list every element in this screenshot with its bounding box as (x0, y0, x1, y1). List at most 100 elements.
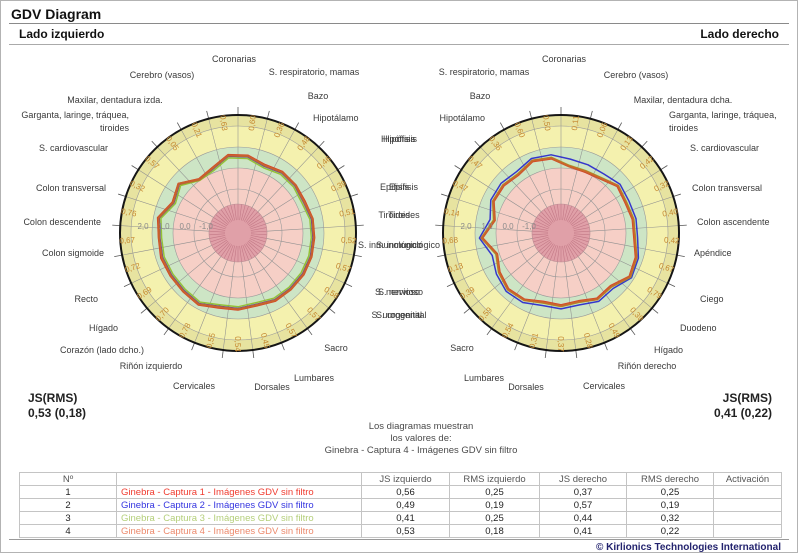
capture-value-cell: 0,44 (539, 511, 627, 525)
disc-hatch (536, 239, 551, 249)
capture-row-4[interactable]: 4 Ginebra - Captura 4 - Imágenes GDV sin … (19, 524, 782, 538)
disc-hatch (573, 235, 590, 239)
disc-hatch (570, 214, 584, 225)
sector-label: Hígado (654, 345, 683, 355)
capture-value-cell: 3 (19, 511, 117, 525)
sector-label: S. urogenital (371, 310, 422, 320)
disc-hatch (532, 235, 549, 239)
disc-hatch (538, 241, 552, 252)
sector-label: Sacro (450, 343, 474, 353)
sector-tick (454, 165, 462, 171)
sector-label: S. cardiovascular (39, 143, 108, 153)
sector-tick (660, 165, 668, 171)
capture-value-cell: 0,25 (449, 511, 540, 525)
disc-hatch (239, 204, 242, 221)
sector-tick (221, 350, 224, 359)
disc-hatch (550, 244, 557, 261)
left-panel-title: Lado izquierdo (19, 27, 105, 41)
capture-value-cell: 0,25 (626, 485, 714, 499)
sector-label: Riñón derecho (618, 361, 677, 371)
disc-hatch (209, 233, 226, 236)
sector-label: Lumbares (464, 373, 505, 383)
sector-value: 0,68 (442, 235, 459, 245)
sector-tick (474, 140, 481, 148)
disc-hatch (562, 245, 565, 262)
sector-label: Hipófisis (381, 134, 416, 144)
sector-label: Corazón (lado dcho.) (60, 345, 144, 355)
sector-tick (131, 165, 139, 171)
sector-label: S. cardiovascular (690, 143, 759, 153)
capture-row-3[interactable]: 3 Ginebra - Captura 3 - Imágenes GDV sin … (19, 511, 782, 525)
capture-value-cell: 0,18 (449, 524, 540, 538)
scale-ring (474, 146, 648, 320)
sector-value: 0,51 (339, 207, 357, 219)
disc-hatch (540, 242, 553, 255)
disc-hatch (573, 236, 589, 243)
disc-hatch (570, 241, 584, 252)
scale-tick-label: -1,0 (199, 222, 213, 231)
disc-hatch (249, 238, 265, 246)
capture-value-cell: 1 (19, 485, 117, 499)
disc-ring (208, 203, 268, 263)
sector-tick (544, 350, 547, 359)
capture-value-cell: 2 (19, 498, 117, 512)
disc-hatch (553, 204, 559, 221)
disc-hatch (215, 241, 229, 252)
sector-value: 0,55 (205, 331, 218, 349)
chart-outer-border (442, 114, 680, 352)
sector-label: Maxilar, dentadura izda. (67, 95, 163, 105)
capture-row-2[interactable]: 2 Ginebra - Captura 2 - Imágenes GDV sin … (19, 498, 782, 512)
scale-ring (172, 167, 304, 299)
disc-hatch (557, 245, 560, 262)
sector-value: 0,31 (528, 331, 541, 349)
disc-hatch (566, 244, 576, 259)
zone-center-disc (209, 204, 267, 262)
sector-tick (350, 193, 358, 197)
js-rms-right-value: 0,41 (0,22) (713, 406, 772, 420)
sector-tick (673, 193, 681, 197)
capture-row-1[interactable]: 1 Ginebra - Captura 1 - Imágenes GDV sin … (19, 485, 782, 499)
disc-hatch (248, 239, 263, 249)
sector-tick (118, 193, 126, 197)
capture-value-cell: 0,37 (539, 485, 627, 499)
sector-label: Duodeno (680, 323, 717, 333)
sector-tick (163, 328, 169, 336)
disc-hatch (211, 238, 227, 246)
sector-label: Recto (74, 294, 98, 304)
table-header-JS derecho: JS derecho (539, 472, 627, 486)
sector-label: Sacro (324, 343, 348, 353)
capture-value-cell: 0,56 (361, 485, 450, 499)
sector-label: Cerebro (vasos) (604, 70, 669, 80)
sector-tick (328, 307, 336, 314)
series-line-capture-3 (160, 157, 313, 308)
right-panel-title: Lado derecho (700, 27, 779, 41)
disc-hatch (533, 223, 549, 230)
disc-hatch (250, 236, 266, 243)
js-rms-right-label: JS(RMS) (722, 391, 772, 405)
disc-hatch (240, 204, 246, 221)
sector-label: Coronarias (542, 54, 587, 64)
sector-line (194, 259, 228, 343)
sector-label: Cervicales (583, 381, 626, 391)
note-line-3: Ginebra - Captura 4 - Imágenes GDV sin f… (324, 445, 518, 456)
disc-hatch (534, 220, 550, 228)
capture-name-cell: Ginebra - Captura 2 - Imágenes GDV sin f… (116, 498, 362, 512)
disc-hatch (227, 244, 234, 261)
capture-value-cell: 0,25 (449, 485, 540, 499)
capture-value-cell (713, 511, 782, 525)
sector-label: Cerebro (vasos) (130, 70, 195, 80)
sector-tick (355, 224, 364, 226)
scale-tick-label: 2,0 (460, 222, 472, 231)
sector-tick (307, 328, 313, 336)
sector-label: S. nervioso (378, 287, 423, 297)
disc-hatch (242, 205, 249, 222)
disc-hatch (533, 236, 549, 243)
sector-label: Hipotálamo (313, 113, 359, 123)
disc-hatch (532, 230, 549, 233)
sector-tick (206, 110, 210, 119)
disc-hatch (550, 205, 557, 222)
disc-hatch (543, 209, 554, 223)
scale-tick-label: -1,0 (522, 222, 536, 231)
sector-tick (604, 342, 608, 351)
sector-value: 0,63 (218, 115, 229, 132)
